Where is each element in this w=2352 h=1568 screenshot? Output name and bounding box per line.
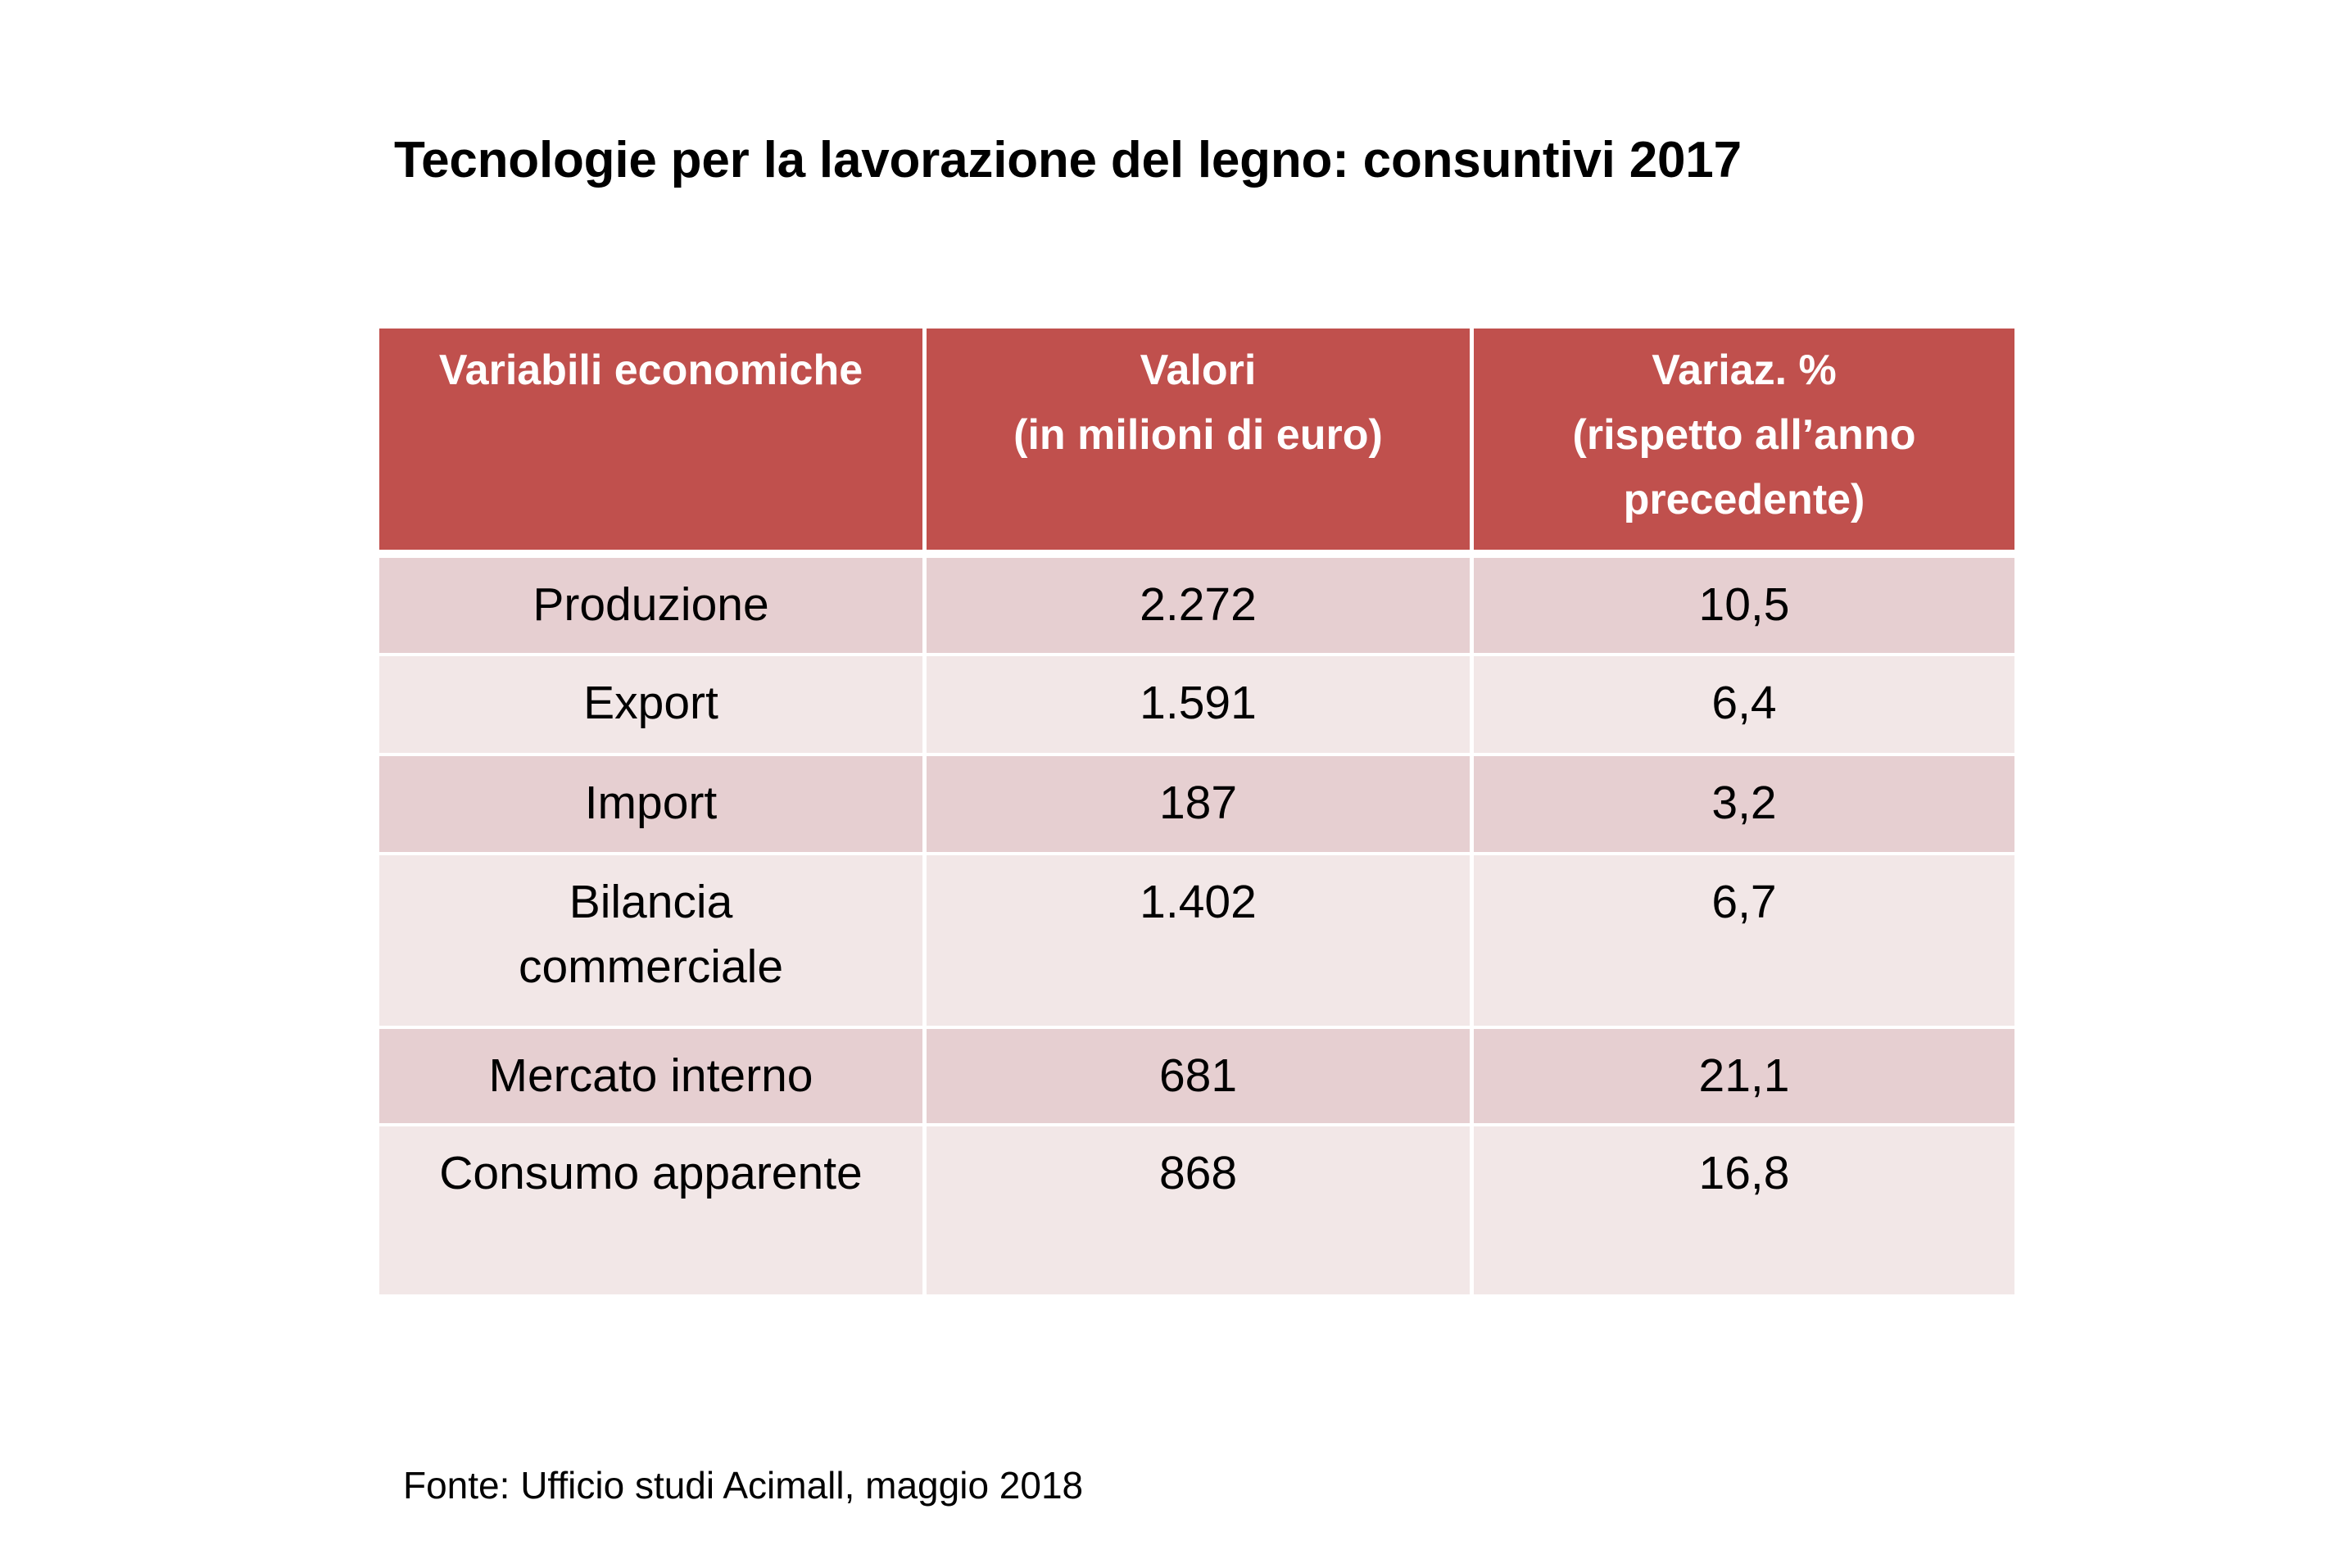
- row-change: 21,1: [1474, 1029, 2014, 1123]
- row-label-line: commerciale: [518, 940, 784, 993]
- header-variabili: Variabili economiche: [379, 329, 922, 550]
- page-title: Tecnologie per la lavorazione del legno:…: [394, 132, 1742, 188]
- header-line: precedente): [1623, 476, 1865, 523]
- header-line: (in milioni di euro): [1013, 411, 1383, 459]
- row-value: 1.591: [927, 656, 1470, 753]
- row-change: 16,8: [1474, 1126, 2014, 1294]
- header-line: Valori: [1140, 347, 1257, 394]
- header-variazione: Variaz. % (rispetto all’anno precedente): [1474, 329, 2014, 550]
- row-value: 1.402: [927, 855, 1470, 1026]
- row-label: Export: [379, 656, 922, 753]
- row-label-line: Bilancia: [569, 876, 733, 928]
- row-value: 2.272: [927, 558, 1470, 653]
- row-change: 6,4: [1474, 656, 2014, 753]
- row-value: 681: [927, 1029, 1470, 1123]
- row-label: Bilancia commerciale: [379, 855, 922, 1026]
- header-line: Variabili economiche: [438, 347, 863, 394]
- header-line: (rispetto all’anno: [1572, 411, 1916, 459]
- row-change: 10,5: [1474, 558, 2014, 653]
- row-change: 6,7: [1474, 855, 2014, 1026]
- source-note: Fonte: Ufficio studi Acimall, maggio 201…: [403, 1464, 1084, 1507]
- header-valori: Valori (in milioni di euro): [927, 329, 1470, 550]
- table-header-row: Variabili economiche Valori (in milioni …: [379, 329, 2014, 550]
- row-value: 868: [927, 1126, 1470, 1294]
- row-label: Mercato interno: [379, 1029, 922, 1123]
- header-line: Variaz. %: [1652, 347, 1837, 394]
- row-label: Import: [379, 756, 922, 852]
- row-value: 187: [927, 756, 1470, 852]
- row-change: 3,2: [1474, 756, 2014, 852]
- row-label: Consumo apparente: [379, 1126, 922, 1294]
- row-label: Produzione: [379, 558, 922, 653]
